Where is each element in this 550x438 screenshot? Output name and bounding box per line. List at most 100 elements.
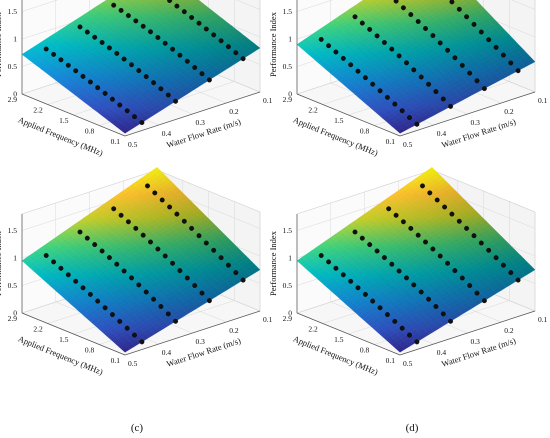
data-point bbox=[471, 233, 477, 239]
data-point bbox=[493, 255, 499, 261]
data-point bbox=[352, 229, 358, 235]
data-point bbox=[84, 29, 90, 35]
z-tick-label: 0.5 bbox=[8, 281, 18, 290]
data-point bbox=[233, 50, 239, 56]
data-point bbox=[408, 12, 414, 18]
panel-d: 0.50.40.30.20.10.10.81.52.22.900.511.5Wa… bbox=[268, 167, 548, 434]
data-point bbox=[211, 247, 217, 253]
data-point bbox=[362, 291, 368, 297]
y-tick-label: 1.5 bbox=[334, 335, 344, 344]
data-point bbox=[121, 56, 127, 62]
data-point bbox=[233, 270, 239, 276]
z-tick-label: 1.5 bbox=[8, 226, 18, 235]
data-point bbox=[225, 262, 231, 268]
y-tick-label: 2.2 bbox=[33, 106, 43, 115]
data-point bbox=[467, 70, 473, 76]
data-point bbox=[240, 277, 246, 283]
data-point bbox=[370, 81, 376, 87]
data-point bbox=[333, 265, 339, 271]
data-point bbox=[415, 232, 421, 238]
data-point bbox=[459, 62, 465, 68]
y-axis-line bbox=[21, 93, 126, 137]
x-tick-label: 0.2 bbox=[229, 107, 239, 116]
data-point bbox=[420, 183, 425, 189]
data-point bbox=[437, 253, 443, 259]
data-point bbox=[174, 211, 180, 217]
data-point bbox=[114, 50, 120, 56]
data-point bbox=[486, 247, 492, 253]
data-point bbox=[377, 305, 383, 311]
x-tick-label: 0.1 bbox=[263, 315, 273, 324]
y-tick-label: 2.2 bbox=[33, 325, 43, 334]
y-tick-label: 0.8 bbox=[360, 127, 370, 136]
data-point bbox=[111, 206, 117, 212]
data-point bbox=[440, 96, 446, 102]
data-point bbox=[206, 298, 212, 304]
z-tick-label: 1 bbox=[288, 35, 292, 44]
x-axis-line bbox=[124, 91, 261, 137]
data-point bbox=[464, 14, 470, 20]
data-point bbox=[400, 5, 406, 11]
data-point bbox=[199, 290, 205, 296]
data-point bbox=[136, 68, 142, 74]
data-point bbox=[467, 283, 473, 288]
data-point bbox=[155, 246, 161, 252]
data-point bbox=[92, 34, 98, 40]
x-tick-label: 0.2 bbox=[229, 326, 239, 335]
data-point bbox=[445, 260, 451, 266]
data-point bbox=[192, 283, 198, 288]
surface-mesh bbox=[21, 0, 261, 134]
data-point bbox=[111, 2, 117, 8]
data-point bbox=[65, 62, 71, 68]
data-point bbox=[162, 40, 168, 46]
data-point bbox=[493, 44, 499, 50]
data-point bbox=[411, 282, 417, 288]
z-axis-label: Performance Index bbox=[0, 11, 3, 77]
surface-cell bbox=[251, 45, 261, 52]
z-tick-label: 1.5 bbox=[283, 7, 293, 16]
z-tick-label: 0 bbox=[288, 90, 292, 99]
z-tick-label: 1 bbox=[13, 254, 17, 263]
data-point bbox=[121, 268, 127, 274]
x-tick-label: 0.2 bbox=[504, 107, 514, 116]
data-point bbox=[225, 44, 231, 50]
data-point bbox=[352, 14, 358, 20]
data-point bbox=[99, 40, 105, 45]
panel-label: (c) bbox=[131, 422, 144, 434]
data-point bbox=[449, 0, 455, 5]
data-point bbox=[184, 275, 190, 281]
data-point bbox=[189, 15, 195, 20]
data-point bbox=[159, 197, 165, 203]
data-point bbox=[471, 21, 477, 27]
data-point bbox=[148, 29, 153, 35]
data-point bbox=[359, 20, 365, 26]
data-point bbox=[326, 43, 332, 49]
data-point bbox=[359, 235, 365, 241]
data-point bbox=[423, 26, 428, 31]
x-tick-label: 0.2 bbox=[504, 326, 514, 335]
data-point bbox=[109, 96, 115, 102]
data-point bbox=[500, 262, 506, 268]
panel-label: (d) bbox=[406, 422, 419, 434]
z-tick-label: 0 bbox=[13, 90, 17, 99]
data-point bbox=[181, 218, 187, 224]
data-point bbox=[125, 219, 131, 225]
x-tick-label: 0.5 bbox=[128, 359, 138, 368]
x-tick-label: 0.5 bbox=[403, 140, 413, 149]
data-point bbox=[508, 270, 514, 276]
y-tick-label: 2.2 bbox=[308, 106, 318, 115]
y-tick-label: 0.1 bbox=[111, 137, 121, 146]
data-point bbox=[404, 60, 409, 66]
data-point bbox=[124, 108, 130, 114]
x-tick-label: 0.1 bbox=[538, 96, 548, 105]
data-point bbox=[58, 57, 64, 63]
data-point bbox=[362, 75, 368, 81]
data-point bbox=[77, 24, 83, 30]
x-tick-label: 0.3 bbox=[471, 337, 481, 346]
data-point bbox=[152, 190, 158, 196]
data-point bbox=[240, 56, 246, 62]
x-tick-label: 0.5 bbox=[403, 359, 413, 368]
data-point bbox=[448, 318, 454, 324]
